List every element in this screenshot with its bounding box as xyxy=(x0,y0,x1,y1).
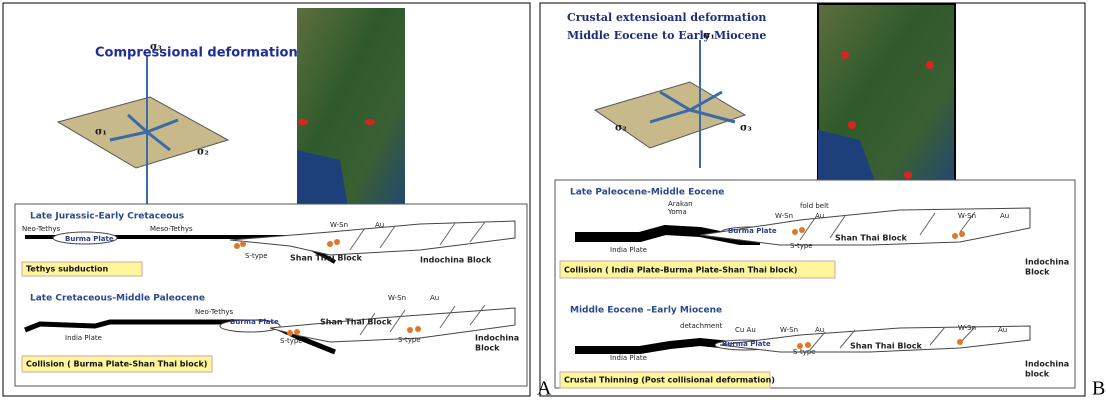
stress-label: σ₂ xyxy=(197,147,209,158)
section-label: Indochina xyxy=(1025,360,1069,369)
section-label: India Plate xyxy=(610,246,647,254)
section-label: Au xyxy=(998,326,1007,334)
section-label: Neo-Tethys xyxy=(22,225,61,233)
section-label: W-Sn xyxy=(775,212,793,220)
section-label: Burma Plate xyxy=(65,235,114,243)
section-label: Indochina xyxy=(475,334,519,343)
section-label: Meso-Tethys xyxy=(150,225,193,233)
section-title: Late Cretaceous-Middle Paleocene xyxy=(30,294,205,304)
section-label: block xyxy=(1025,370,1050,379)
map-marker xyxy=(904,171,912,179)
section-label: S-type xyxy=(280,337,303,345)
ore-deposit xyxy=(334,239,340,245)
section-label: India Plate xyxy=(610,354,647,362)
section-label: Block xyxy=(1025,268,1050,277)
section-title: Late Jurassic-Early Cretaceous xyxy=(30,212,184,222)
stress-label: σ₁ xyxy=(95,127,107,138)
section-label: S-type xyxy=(793,348,816,356)
section-label: Indochina xyxy=(1025,258,1069,267)
ore-deposit xyxy=(287,330,293,336)
section-label: Burma Plate xyxy=(722,340,771,348)
section-label: Shan Thai Block xyxy=(290,254,362,263)
section-label: W-Sn xyxy=(388,294,406,302)
section-label: India Plate xyxy=(65,334,102,342)
section-label: fold belt xyxy=(800,202,829,210)
section-label: W-Sn xyxy=(330,221,348,229)
figure: ACompressional deformationσ₃σ₁σ₂Late Jur… xyxy=(0,0,1106,404)
map-marker xyxy=(848,121,856,129)
section-caption: Crustal Thinning (Post collisional defor… xyxy=(564,376,775,385)
section-label: S-type xyxy=(398,336,421,344)
section-label: Au xyxy=(815,212,824,220)
section-title: Late Paleocene-Middle Eocene xyxy=(570,188,724,198)
section-label: Shan Thai Block xyxy=(850,342,922,351)
section-label: Au xyxy=(430,294,439,302)
ore-deposit xyxy=(415,326,421,332)
stress-label: σ₃ xyxy=(740,123,752,134)
section-label: W-Sn xyxy=(780,326,798,334)
panel-label: B xyxy=(1092,378,1105,400)
panel-title: Middle Eocene to Early Miocene xyxy=(567,29,766,42)
stress-label: σ₂ xyxy=(615,123,627,134)
section-caption: Collision ( Burma Plate-Shan Thai block) xyxy=(26,360,207,369)
section-label: Shan Thai Block xyxy=(835,234,907,243)
section-label: detachment xyxy=(680,322,723,330)
section-label: Au xyxy=(375,221,384,229)
section-label: Arakan xyxy=(668,200,693,208)
section-caption: Collision ( India Plate-Burma Plate-Shan… xyxy=(564,266,797,275)
section-label: W-Sn xyxy=(958,212,976,220)
ore-deposit xyxy=(234,243,240,249)
section-label: W-Sn xyxy=(958,324,976,332)
section-label: Burma Plate xyxy=(728,227,777,235)
stress-label: σ₁ xyxy=(703,31,715,42)
ore-deposit xyxy=(407,327,413,333)
ore-deposit xyxy=(957,339,963,345)
ore-deposit xyxy=(327,241,333,247)
map-marker xyxy=(926,61,934,69)
section-label: S-type xyxy=(245,252,268,260)
map-marker xyxy=(365,119,375,125)
section-label: S-type xyxy=(790,242,813,250)
map-marker xyxy=(298,119,308,125)
section-caption: Tethys subduction xyxy=(26,265,109,274)
ore-deposit xyxy=(792,229,798,235)
ore-deposit xyxy=(294,329,300,335)
panel-label: A xyxy=(537,378,552,400)
panel-title: Compressional deformation xyxy=(95,46,298,61)
section-label: Cu Au xyxy=(735,326,756,334)
ore-deposit xyxy=(799,227,805,233)
section-label: Au xyxy=(1000,212,1009,220)
section-label: Indochina Block xyxy=(420,256,492,265)
ore-deposit xyxy=(952,233,958,239)
section-label: Neo-Tethys xyxy=(195,308,234,316)
section-label: Au xyxy=(815,326,824,334)
ore-deposit xyxy=(240,241,246,247)
section-label: Yoma xyxy=(667,208,687,216)
section-title: Middle Eocene –Early Miocene xyxy=(570,306,722,316)
stress-label: σ₃ xyxy=(150,42,162,53)
section-label: Burma Plate xyxy=(230,318,279,326)
ore-deposit xyxy=(959,231,965,237)
section-label: Shan Thai Block xyxy=(320,318,392,327)
section-label: Block xyxy=(475,344,500,353)
map-marker xyxy=(841,51,849,59)
panel-title: Crustal extensioanl deformation xyxy=(567,11,766,24)
